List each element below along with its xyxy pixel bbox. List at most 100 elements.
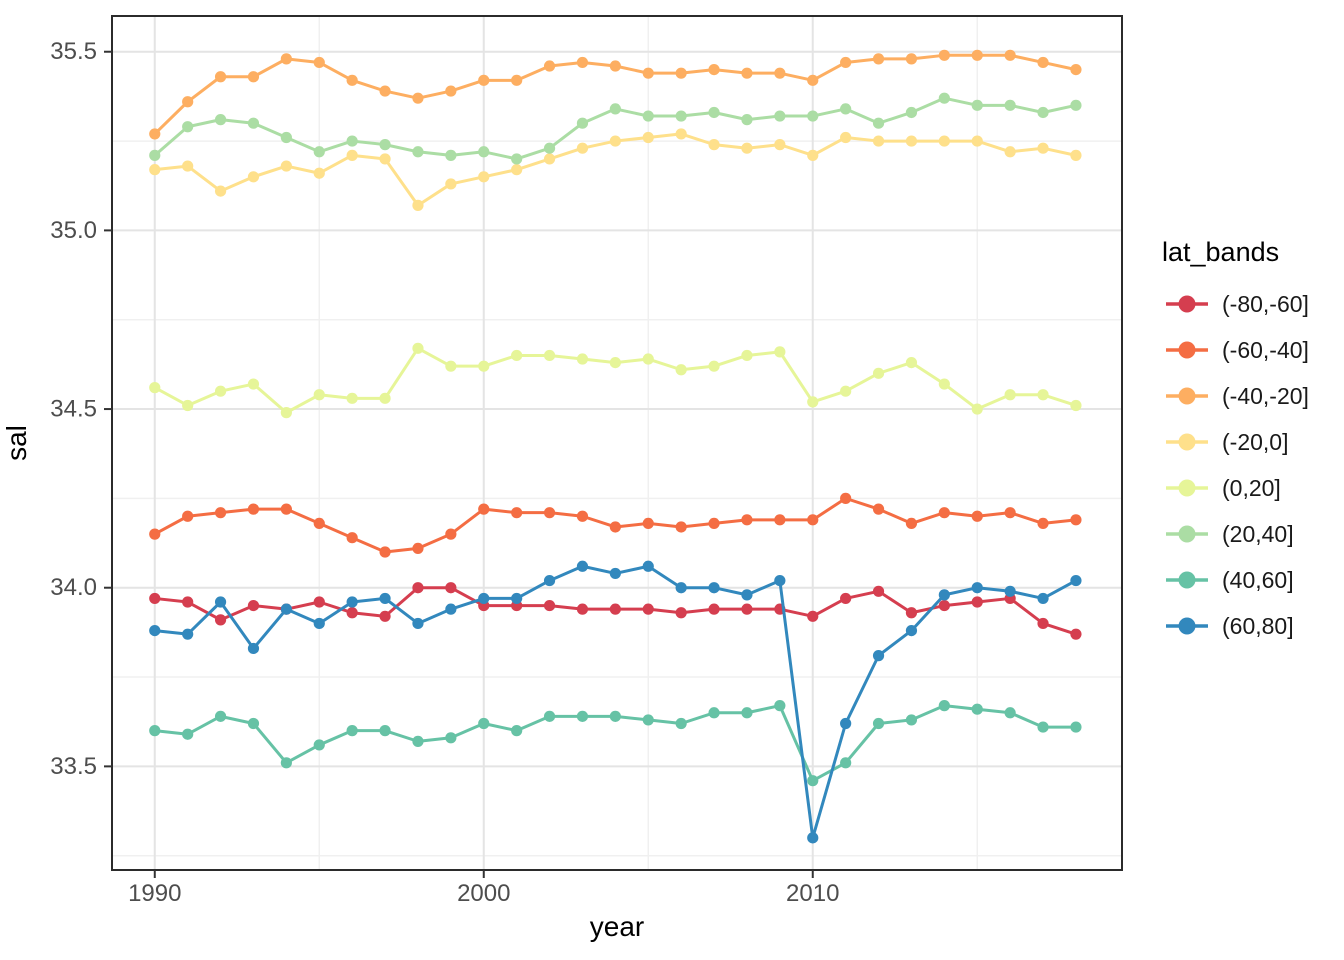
data-point bbox=[182, 728, 194, 740]
data-point bbox=[741, 603, 753, 615]
data-point bbox=[247, 642, 260, 655]
data-point bbox=[576, 560, 589, 572]
data-point bbox=[1070, 149, 1082, 161]
data-point bbox=[576, 353, 589, 365]
data-point bbox=[412, 542, 424, 555]
data-point bbox=[149, 382, 161, 394]
data-point bbox=[412, 342, 424, 354]
data-point bbox=[313, 389, 325, 401]
data-point bbox=[905, 357, 918, 369]
data-point bbox=[609, 103, 621, 115]
x-tick-label: 1990 bbox=[128, 880, 181, 907]
data-point bbox=[149, 149, 161, 161]
data-point bbox=[379, 153, 391, 165]
data-point bbox=[379, 392, 391, 404]
data-point bbox=[807, 775, 819, 787]
data-point bbox=[971, 403, 983, 415]
legend-key-dot bbox=[1178, 341, 1196, 359]
data-point bbox=[182, 596, 194, 608]
legend-entry: (-60,-40] bbox=[1166, 337, 1309, 363]
data-point bbox=[313, 596, 325, 608]
data-point bbox=[412, 92, 424, 104]
data-point bbox=[938, 378, 950, 390]
y-tick-label: 34.0 bbox=[50, 574, 97, 601]
axis-ticks bbox=[104, 50, 814, 878]
data-point bbox=[872, 650, 885, 662]
legend-label: (20,40] bbox=[1222, 521, 1294, 547]
data-point bbox=[1070, 628, 1082, 640]
data-point bbox=[247, 171, 260, 183]
legend-label: (-40,-20] bbox=[1222, 383, 1309, 409]
data-point bbox=[313, 167, 325, 179]
data-point bbox=[1004, 507, 1016, 519]
data-point bbox=[708, 63, 720, 76]
data-point bbox=[609, 567, 621, 580]
legend-label: (-80,-60] bbox=[1222, 291, 1309, 317]
data-point bbox=[938, 589, 950, 601]
data-point bbox=[247, 71, 260, 83]
data-point bbox=[445, 603, 457, 615]
data-point bbox=[938, 49, 950, 61]
data-point bbox=[346, 725, 358, 737]
data-point bbox=[642, 353, 654, 365]
data-point bbox=[346, 532, 358, 544]
data-point bbox=[642, 67, 654, 79]
data-point bbox=[774, 346, 786, 358]
data-point bbox=[1037, 389, 1049, 401]
data-point bbox=[905, 714, 918, 726]
data-point bbox=[872, 717, 885, 730]
data-point bbox=[872, 503, 885, 515]
data-point bbox=[708, 106, 720, 119]
data-point bbox=[214, 114, 227, 126]
data-point bbox=[971, 703, 983, 715]
data-point bbox=[511, 592, 523, 605]
series bbox=[149, 560, 1082, 844]
data-point bbox=[247, 378, 260, 390]
legend-entries: (-80,-60] (-60,-40] (-40,-20] (-20,0] (0,20]… bbox=[1166, 291, 1309, 639]
data-point bbox=[214, 385, 227, 397]
data-point bbox=[1037, 517, 1049, 529]
data-point bbox=[774, 110, 786, 122]
legend-key-dot bbox=[1178, 433, 1196, 451]
legend-entry: (-40,-20] bbox=[1166, 383, 1309, 409]
data-point bbox=[313, 617, 325, 630]
data-point bbox=[971, 510, 983, 522]
data-point bbox=[543, 142, 556, 154]
data-point bbox=[938, 135, 950, 147]
data-point bbox=[1004, 389, 1016, 401]
data-point bbox=[609, 521, 621, 533]
y-axis-title: sal bbox=[1, 425, 32, 461]
data-point bbox=[576, 603, 589, 615]
legend-entry: (-20,0] bbox=[1166, 429, 1288, 455]
data-point bbox=[905, 106, 918, 119]
legend-label: (40,60] bbox=[1222, 567, 1294, 593]
data-point bbox=[346, 607, 358, 619]
data-point bbox=[675, 607, 687, 619]
data-point bbox=[675, 128, 687, 140]
data-point bbox=[807, 74, 819, 86]
data-point bbox=[708, 517, 720, 529]
legend-entry: (0,20] bbox=[1166, 475, 1281, 501]
data-point bbox=[478, 146, 490, 158]
data-point bbox=[1037, 617, 1049, 630]
data-point bbox=[182, 510, 194, 522]
y-tick-label: 35.0 bbox=[50, 217, 97, 244]
data-point bbox=[840, 492, 852, 504]
data-point bbox=[1070, 514, 1082, 526]
data-point bbox=[774, 67, 786, 79]
data-point bbox=[872, 117, 885, 129]
data-point bbox=[182, 160, 194, 172]
data-point bbox=[642, 714, 654, 726]
data-point bbox=[445, 582, 457, 594]
data-point bbox=[1070, 399, 1082, 412]
data-point bbox=[511, 74, 523, 86]
data-point bbox=[971, 582, 983, 594]
data-point bbox=[379, 725, 391, 737]
data-point bbox=[609, 135, 621, 147]
data-point bbox=[543, 153, 556, 165]
data-point bbox=[576, 56, 589, 69]
data-point bbox=[609, 357, 621, 369]
data-point bbox=[774, 700, 786, 712]
data-point bbox=[774, 139, 786, 151]
data-point bbox=[379, 592, 391, 605]
